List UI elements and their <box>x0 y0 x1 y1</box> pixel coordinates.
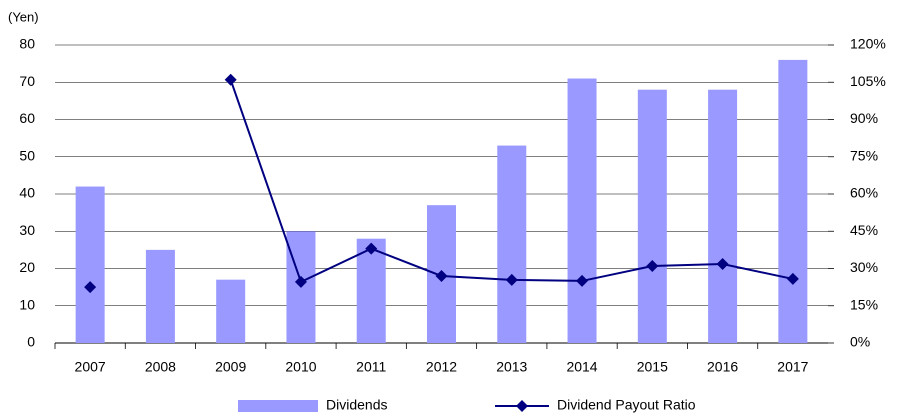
line-marker <box>716 258 729 271</box>
y-tick-label: 20 <box>19 259 35 275</box>
y2-tick-label: 45% <box>850 222 878 238</box>
y-tick-label: 0 <box>27 334 35 350</box>
y-axis-label: (Yen) <box>8 9 39 24</box>
x-tick-label: 2016 <box>707 359 738 375</box>
legend-swatch <box>238 400 318 412</box>
line-marker <box>576 274 589 287</box>
line-marker <box>646 260 659 273</box>
y-tick-label: 70 <box>19 73 35 89</box>
line-marker <box>435 269 448 282</box>
bar <box>145 249 175 343</box>
y2-tick-label: 60% <box>850 185 878 201</box>
bar <box>497 145 527 343</box>
x-tick-label: 2008 <box>145 359 176 375</box>
line-marker <box>786 272 799 285</box>
bar <box>637 89 667 343</box>
y2-tick-label: 30% <box>850 259 878 275</box>
bar <box>567 78 597 344</box>
line-marker <box>224 73 237 86</box>
x-tick-label: 2013 <box>496 359 527 375</box>
bar <box>75 186 105 343</box>
bar <box>216 279 246 343</box>
y-tick-label: 10 <box>19 296 35 312</box>
line-marker <box>294 275 307 288</box>
y2-tick-label: 120% <box>850 36 886 52</box>
x-tick-label: 2010 <box>285 359 316 375</box>
x-tick-label: 2017 <box>777 359 808 375</box>
x-tick-label: 2007 <box>75 359 106 375</box>
bar <box>708 89 738 343</box>
line-marker <box>84 281 97 294</box>
y-tick-label: 50 <box>19 147 35 163</box>
bar <box>356 238 386 343</box>
y-tick-label: 30 <box>19 222 35 238</box>
legend-label: Dividends <box>326 397 387 413</box>
bar <box>778 59 808 344</box>
y2-tick-label: 0% <box>850 334 870 350</box>
y2-tick-label: 90% <box>850 110 878 126</box>
x-tick-label: 2014 <box>566 359 597 375</box>
x-tick-label: 2015 <box>637 359 668 375</box>
y-tick-label: 80 <box>19 36 35 52</box>
legend-swatch-marker <box>516 400 528 412</box>
legend-label: Dividend Payout Ratio <box>557 397 696 413</box>
x-tick-label: 2011 <box>356 359 386 375</box>
line-marker <box>365 242 378 255</box>
y-tick-label: 40 <box>19 185 35 201</box>
y2-tick-label: 75% <box>850 147 878 163</box>
y2-tick-label: 105% <box>850 73 886 89</box>
line-marker <box>505 273 518 286</box>
y2-tick-label: 15% <box>850 296 878 312</box>
y-tick-label: 60 <box>19 110 35 126</box>
x-tick-label: 2012 <box>426 359 457 375</box>
x-tick-label: 2009 <box>215 359 246 375</box>
